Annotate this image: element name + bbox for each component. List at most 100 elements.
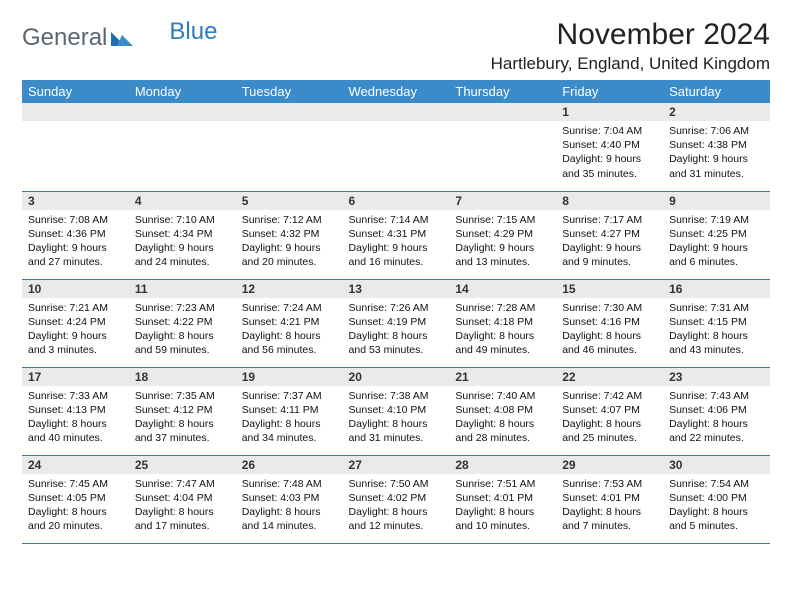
day-number: 6 [343,192,450,210]
calendar-day-cell: 26Sunrise: 7:48 AMSunset: 4:03 PMDayligh… [236,455,343,543]
day-content: Sunrise: 7:37 AMSunset: 4:11 PMDaylight:… [236,386,343,450]
calendar-day-cell: 21Sunrise: 7:40 AMSunset: 4:08 PMDayligh… [449,367,556,455]
day-content: Sunrise: 7:19 AMSunset: 4:25 PMDaylight:… [663,210,770,274]
calendar-day-cell: 12Sunrise: 7:24 AMSunset: 4:21 PMDayligh… [236,279,343,367]
day-number: 15 [556,280,663,298]
calendar-day-cell: 22Sunrise: 7:42 AMSunset: 4:07 PMDayligh… [556,367,663,455]
day-number: 27 [343,456,450,474]
day-content: Sunrise: 7:23 AMSunset: 4:22 PMDaylight:… [129,298,236,362]
day-number-empty [236,103,343,121]
calendar-day-cell: 23Sunrise: 7:43 AMSunset: 4:06 PMDayligh… [663,367,770,455]
day-number-empty [343,103,450,121]
header: General Blue November 2024 Hartlebury, E… [22,18,770,74]
day-content: Sunrise: 7:17 AMSunset: 4:27 PMDaylight:… [556,210,663,274]
day-number: 10 [22,280,129,298]
calendar-week-row: 17Sunrise: 7:33 AMSunset: 4:13 PMDayligh… [22,367,770,455]
day-number: 13 [343,280,450,298]
day-content: Sunrise: 7:12 AMSunset: 4:32 PMDaylight:… [236,210,343,274]
day-number: 18 [129,368,236,386]
day-content: Sunrise: 7:26 AMSunset: 4:19 PMDaylight:… [343,298,450,362]
day-number-empty [129,103,236,121]
day-number: 29 [556,456,663,474]
logo-triangle-icon [111,25,133,53]
calendar-header-row: SundayMondayTuesdayWednesdayThursdayFrid… [22,80,770,103]
day-content: Sunrise: 7:42 AMSunset: 4:07 PMDaylight:… [556,386,663,450]
day-number: 17 [22,368,129,386]
calendar-day-cell: 2Sunrise: 7:06 AMSunset: 4:38 PMDaylight… [663,103,770,191]
day-number: 20 [343,368,450,386]
calendar-week-row: 1Sunrise: 7:04 AMSunset: 4:40 PMDaylight… [22,103,770,191]
title-block: November 2024 Hartlebury, England, Unite… [491,18,770,74]
day-content: Sunrise: 7:14 AMSunset: 4:31 PMDaylight:… [343,210,450,274]
day-number: 9 [663,192,770,210]
calendar-day-cell: 16Sunrise: 7:31 AMSunset: 4:15 PMDayligh… [663,279,770,367]
calendar-day-cell: 24Sunrise: 7:45 AMSunset: 4:05 PMDayligh… [22,455,129,543]
day-content: Sunrise: 7:40 AMSunset: 4:08 PMDaylight:… [449,386,556,450]
day-content: Sunrise: 7:28 AMSunset: 4:18 PMDaylight:… [449,298,556,362]
day-content: Sunrise: 7:35 AMSunset: 4:12 PMDaylight:… [129,386,236,450]
location: Hartlebury, England, United Kingdom [491,54,770,74]
day-header: Thursday [449,80,556,103]
day-number: 16 [663,280,770,298]
day-number: 19 [236,368,343,386]
day-content: Sunrise: 7:45 AMSunset: 4:05 PMDaylight:… [22,474,129,538]
calendar-day-cell: 17Sunrise: 7:33 AMSunset: 4:13 PMDayligh… [22,367,129,455]
day-number: 28 [449,456,556,474]
calendar-day-cell [129,103,236,191]
day-header: Friday [556,80,663,103]
calendar-day-cell: 18Sunrise: 7:35 AMSunset: 4:12 PMDayligh… [129,367,236,455]
day-content: Sunrise: 7:04 AMSunset: 4:40 PMDaylight:… [556,121,663,185]
calendar-table: SundayMondayTuesdayWednesdayThursdayFrid… [22,80,770,544]
calendar-week-row: 10Sunrise: 7:21 AMSunset: 4:24 PMDayligh… [22,279,770,367]
day-content: Sunrise: 7:31 AMSunset: 4:15 PMDaylight:… [663,298,770,362]
day-number: 4 [129,192,236,210]
day-content: Sunrise: 7:10 AMSunset: 4:34 PMDaylight:… [129,210,236,274]
logo-text-general: General [22,24,107,52]
day-content: Sunrise: 7:33 AMSunset: 4:13 PMDaylight:… [22,386,129,450]
day-number: 24 [22,456,129,474]
day-header: Tuesday [236,80,343,103]
calendar-day-cell: 19Sunrise: 7:37 AMSunset: 4:11 PMDayligh… [236,367,343,455]
calendar-day-cell: 29Sunrise: 7:53 AMSunset: 4:01 PMDayligh… [556,455,663,543]
day-content: Sunrise: 7:38 AMSunset: 4:10 PMDaylight:… [343,386,450,450]
calendar-body: 1Sunrise: 7:04 AMSunset: 4:40 PMDaylight… [22,103,770,543]
day-content: Sunrise: 7:21 AMSunset: 4:24 PMDaylight:… [22,298,129,362]
calendar-day-cell: 20Sunrise: 7:38 AMSunset: 4:10 PMDayligh… [343,367,450,455]
day-content: Sunrise: 7:24 AMSunset: 4:21 PMDaylight:… [236,298,343,362]
day-header: Sunday [22,80,129,103]
day-number: 26 [236,456,343,474]
calendar-day-cell [22,103,129,191]
day-number: 25 [129,456,236,474]
day-number: 14 [449,280,556,298]
calendar-week-row: 24Sunrise: 7:45 AMSunset: 4:05 PMDayligh… [22,455,770,543]
calendar-day-cell: 25Sunrise: 7:47 AMSunset: 4:04 PMDayligh… [129,455,236,543]
calendar-day-cell: 10Sunrise: 7:21 AMSunset: 4:24 PMDayligh… [22,279,129,367]
day-content: Sunrise: 7:51 AMSunset: 4:01 PMDaylight:… [449,474,556,538]
day-content: Sunrise: 7:50 AMSunset: 4:02 PMDaylight:… [343,474,450,538]
day-number: 7 [449,192,556,210]
calendar-day-cell: 11Sunrise: 7:23 AMSunset: 4:22 PMDayligh… [129,279,236,367]
day-content: Sunrise: 7:54 AMSunset: 4:00 PMDaylight:… [663,474,770,538]
calendar-day-cell [343,103,450,191]
day-content: Sunrise: 7:53 AMSunset: 4:01 PMDaylight:… [556,474,663,538]
day-number: 12 [236,280,343,298]
day-content: Sunrise: 7:08 AMSunset: 4:36 PMDaylight:… [22,210,129,274]
day-content: Sunrise: 7:47 AMSunset: 4:04 PMDaylight:… [129,474,236,538]
day-content: Sunrise: 7:15 AMSunset: 4:29 PMDaylight:… [449,210,556,274]
calendar-day-cell: 13Sunrise: 7:26 AMSunset: 4:19 PMDayligh… [343,279,450,367]
day-content: Sunrise: 7:43 AMSunset: 4:06 PMDaylight:… [663,386,770,450]
day-number: 22 [556,368,663,386]
calendar-day-cell: 27Sunrise: 7:50 AMSunset: 4:02 PMDayligh… [343,455,450,543]
day-number: 23 [663,368,770,386]
calendar-day-cell: 3Sunrise: 7:08 AMSunset: 4:36 PMDaylight… [22,191,129,279]
day-number: 8 [556,192,663,210]
day-header: Wednesday [343,80,450,103]
logo-text-blue: Blue [169,18,217,46]
calendar-day-cell: 28Sunrise: 7:51 AMSunset: 4:01 PMDayligh… [449,455,556,543]
calendar-day-cell: 7Sunrise: 7:15 AMSunset: 4:29 PMDaylight… [449,191,556,279]
calendar-day-cell [449,103,556,191]
calendar-day-cell: 1Sunrise: 7:04 AMSunset: 4:40 PMDaylight… [556,103,663,191]
calendar-day-cell: 15Sunrise: 7:30 AMSunset: 4:16 PMDayligh… [556,279,663,367]
day-number: 3 [22,192,129,210]
calendar-day-cell: 9Sunrise: 7:19 AMSunset: 4:25 PMDaylight… [663,191,770,279]
